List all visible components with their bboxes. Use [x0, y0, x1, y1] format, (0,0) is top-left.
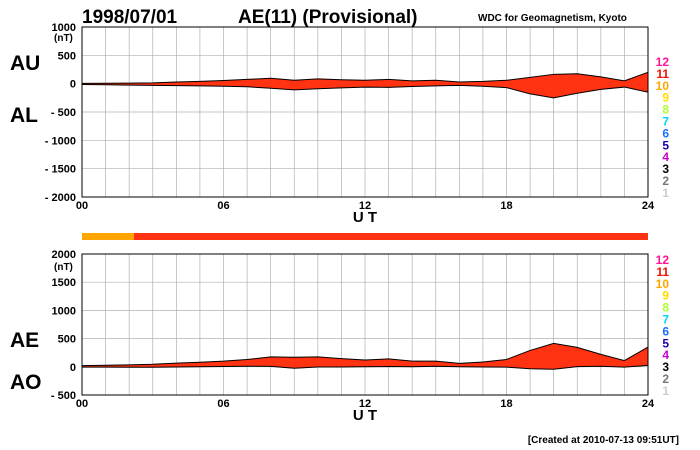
plot-date: 1998/07/01 — [82, 7, 178, 28]
au-al-y-tick-label: - 1500 — [45, 164, 76, 176]
station-count-legend-item: 8 — [662, 301, 669, 315]
ae-label: AE — [10, 329, 39, 352]
ae-ao-x-tick-label: 00 — [76, 398, 88, 410]
ae-ao-y-tick-label: 0 — [70, 362, 76, 374]
au-al-y-tick-label: - 500 — [51, 107, 76, 119]
au-al-y-tick-label: 0 — [70, 79, 76, 91]
ae-ao-y-tick-label: - 500 — [51, 390, 76, 402]
station-count-legend-item: 2 — [662, 174, 669, 188]
au-al-y-tick-label: - 1000 — [45, 135, 76, 147]
au-al-x-axis-label: U T — [353, 209, 377, 226]
station-count-legend-item: 7 — [662, 115, 669, 129]
station-count-legend-item: 10 — [656, 79, 670, 93]
station-count-legend-item: 4 — [662, 348, 669, 362]
au-al-x-tick-label: 24 — [642, 200, 655, 212]
au-label: AU — [10, 52, 40, 75]
ae-ao-fill-area — [82, 343, 648, 370]
au-al-unit-label: (nT) — [54, 33, 73, 44]
coverage-segment — [82, 233, 134, 240]
ao-series-line — [81, 364, 649, 370]
au-series-line — [81, 71, 649, 84]
station-count-legend-item: 5 — [662, 336, 669, 350]
au-al-x-tick-label: 00 — [76, 200, 88, 212]
station-count-legend-item: 3 — [662, 360, 669, 374]
station-count-legend-item: 6 — [662, 324, 669, 338]
station-count-legend-item: 1 — [662, 384, 669, 398]
au-al-x-tick-label: 18 — [500, 200, 512, 212]
coverage-segment — [133, 233, 649, 240]
station-count-legend-item: 11 — [656, 265, 669, 279]
station-count-legend-item: 12 — [656, 253, 670, 267]
station-count-legend-item: 7 — [662, 313, 669, 327]
station-count-legend-item: 5 — [662, 138, 669, 152]
station-count-legend-item: 12 — [656, 55, 670, 69]
ae-ao-x-ticks: 00 06 12 18 24 — [76, 398, 655, 410]
au-al-x-ticks: 00 06 12 18 24 — [76, 200, 655, 212]
ae-ao-frame — [81, 253, 649, 396]
station-count-legend-item: 2 — [662, 372, 669, 386]
ae-ao-y-tick-label: 1000 — [52, 305, 76, 317]
station-count-legend-item: 3 — [662, 162, 669, 176]
data-source: WDC for Geomagnetism, Kyoto — [478, 13, 627, 24]
au-al-panel: 1000 500 0 - 500 - 1000 - 1500 - 2000 00 06 12 18… — [10, 22, 655, 226]
ae-ao-grid — [81, 253, 649, 396]
ae-ao-y-tick-label: 500 — [58, 334, 76, 346]
station-count-legend-item: 8 — [662, 103, 669, 117]
station-count-legend-item: 6 — [662, 126, 669, 140]
au-al-area — [81, 71, 649, 99]
au-al-y-tick-label: - 2000 — [45, 192, 76, 204]
au-al-frame — [81, 26, 649, 198]
au-al-x-tick-label: 12 — [359, 200, 371, 212]
station-count-legend-item: 4 — [662, 150, 669, 164]
au-al-y-tick-label: 1000 — [52, 22, 76, 34]
ae-ao-y-tick-label: 1500 — [52, 277, 76, 289]
ae-ao-panel: 2000 1500 1000 500 0 - 500 00 06 12 18 24 (nT) AE… — [10, 249, 655, 424]
station-count-legend-item: 1 — [662, 186, 669, 200]
station-count-legend-item: 9 — [662, 289, 669, 303]
ae-ao-x-tick-label: 24 — [642, 398, 655, 410]
al-series-line — [81, 84, 649, 99]
created-timestamp: [Created at 2010-07-13 09:51UT] — [528, 435, 679, 446]
ae-ao-x-axis-label: U T — [353, 407, 377, 424]
station-count-legend-item: 10 — [656, 277, 670, 291]
au-al-y-ticks: 1000 500 0 - 500 - 1000 - 1500 - 2000 — [45, 22, 76, 204]
ae-ao-y-tick-label: 2000 — [52, 249, 76, 261]
station-count-legend-item: 11 — [656, 67, 669, 81]
ae-ao-unit-label: (nT) — [54, 262, 73, 273]
ae-ao-x-tick-label: 06 — [217, 398, 229, 410]
ao-label: AO — [10, 371, 42, 394]
au-al-fill-area — [82, 72, 648, 98]
ae-ao-y-ticks: 2000 1500 1000 500 0 - 500 — [51, 249, 76, 402]
au-al-x-tick-label: 06 — [217, 200, 229, 212]
ae-series-line — [81, 342, 649, 367]
ae-ao-area — [81, 342, 649, 370]
au-al-y-tick-label: 500 — [58, 50, 76, 62]
station-coverage-bar — [82, 233, 649, 240]
plot-title: AE(11) (Provisional) — [238, 7, 418, 28]
au-al-grid — [81, 26, 649, 198]
ae-ao-x-tick-label: 12 — [359, 398, 371, 410]
ae-ao-x-tick-label: 18 — [500, 398, 512, 410]
al-label: AL — [10, 104, 38, 127]
station-count-legend-item: 9 — [662, 91, 669, 105]
